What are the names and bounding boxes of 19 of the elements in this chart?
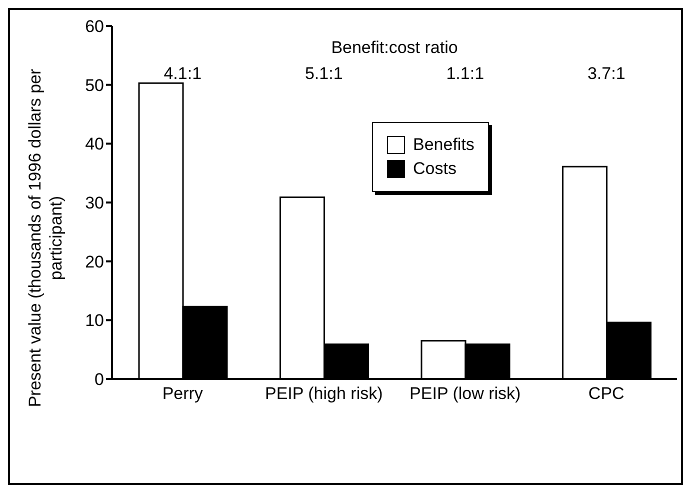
y-tick-label: 10 (85, 311, 104, 330)
y-tick-label: 30 (85, 194, 104, 213)
x-tick-label: PEIP (low risk) (410, 384, 521, 404)
annotation: Benefit:cost ratio (330, 38, 459, 58)
legend-label: Benefits (412, 135, 474, 155)
x-tick-label: CPC (588, 384, 624, 404)
x-tick-label: PEIP (high risk) (264, 384, 383, 404)
y-tick-label: 40 (85, 134, 104, 154)
annotation: 4.1:1 (162, 64, 203, 84)
y-axis-title: Present value (thousands of 1996 dollars per participant) (24, 67, 66, 409)
y-tick-label: 60 (85, 17, 104, 36)
legend-label: Costs (412, 159, 458, 179)
x-tick-label: Perry (162, 384, 204, 404)
annotation: 1.1:1 (445, 64, 486, 84)
annotation: 3.7:1 (586, 64, 626, 84)
y-tick-label: 20 (85, 252, 104, 272)
y-tick-label: 0 (94, 370, 104, 390)
y-tick-label: 50 (85, 76, 104, 95)
annotation: 5.1:1 (304, 64, 344, 84)
